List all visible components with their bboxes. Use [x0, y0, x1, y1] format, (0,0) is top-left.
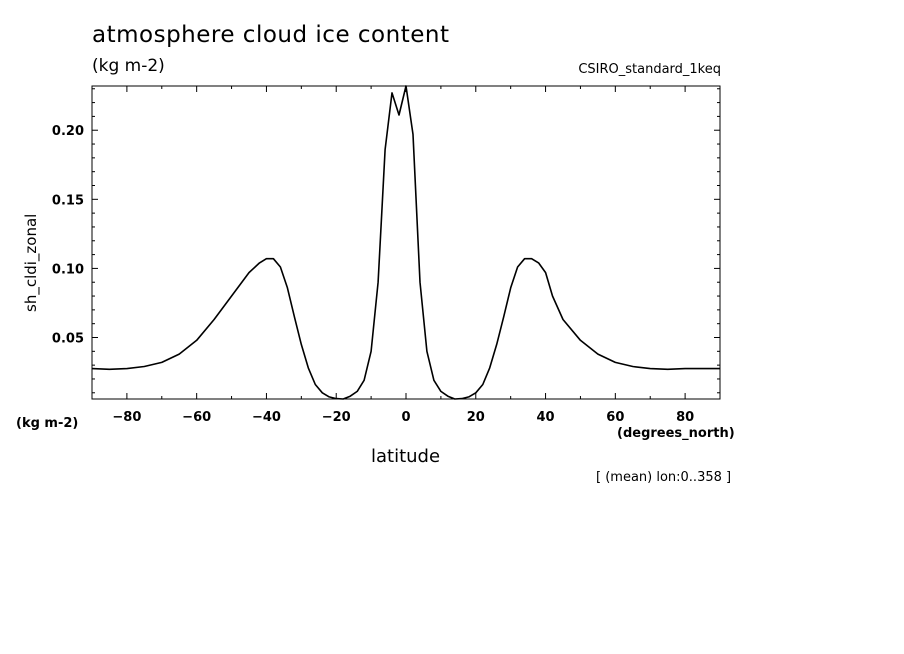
x-axis-unit: (degrees_north) — [617, 426, 735, 441]
y-tick-label: 0.20 — [52, 124, 84, 139]
ticks-layer — [91, 86, 721, 399]
y-axis-unit: (kg m-2) — [16, 416, 79, 431]
plot-frame — [91, 85, 721, 400]
y-tick-label: 0.05 — [52, 332, 84, 347]
x-axis-label: latitude — [371, 446, 441, 467]
footnote: [ (mean) lon:0..358 ] — [596, 470, 732, 485]
chart-title: atmosphere cloud ice content — [92, 22, 450, 48]
x-tick-label: −40 — [252, 410, 281, 425]
x-tick-label: −60 — [182, 410, 211, 425]
series-line-0 — [91, 85, 720, 400]
run-label: CSIRO_standard_1keq — [578, 62, 721, 77]
y-tick-label: 0.15 — [52, 193, 84, 208]
x-tick-label: 20 — [467, 410, 485, 425]
x-tick-label: 80 — [676, 410, 694, 425]
series-layer — [91, 85, 720, 400]
x-tick-label: 0 — [401, 410, 410, 425]
x-tick-label: 40 — [537, 410, 555, 425]
y-tick-label: 0.10 — [52, 262, 84, 277]
x-tick-label: −80 — [112, 410, 141, 425]
x-tick-label: −20 — [322, 410, 351, 425]
y-axis-label: sh_cldi_zonal — [22, 213, 40, 312]
chart-subtitle: (kg m-2) — [92, 56, 165, 76]
x-tick-label: 60 — [606, 410, 624, 425]
tick-labels-layer: −80 −60 −40 −20 0 20 40 60 80 0.05 0.10 0.15 0.20 — [52, 124, 694, 425]
